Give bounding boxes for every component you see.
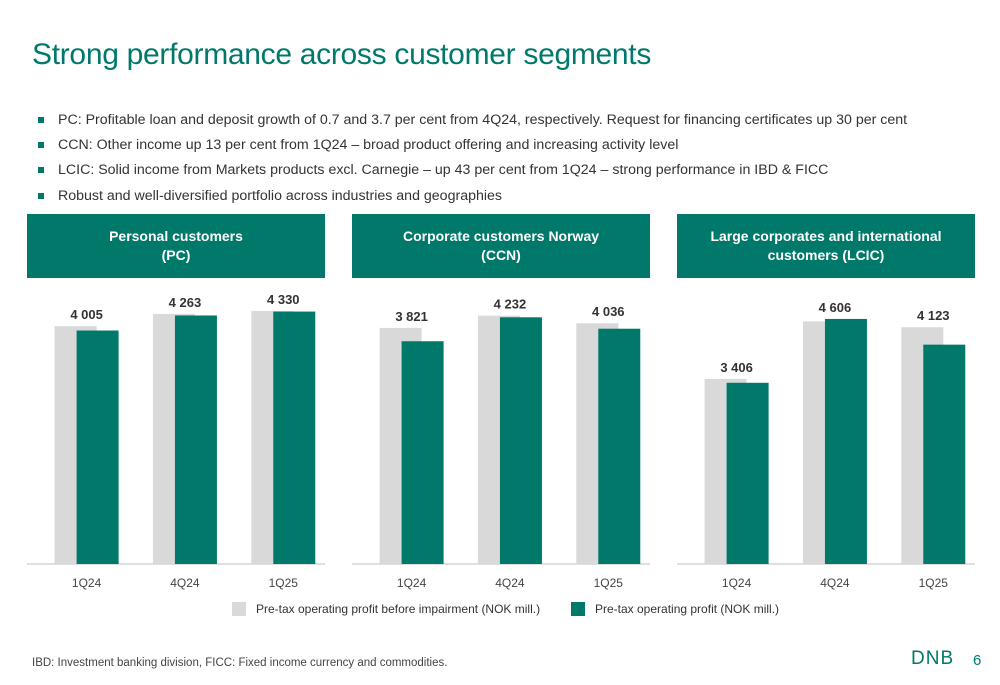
- page-title: Strong performance across customer segme…: [32, 38, 652, 71]
- x-tick-label: 4Q24: [495, 576, 525, 590]
- bar-after-impairment: [401, 341, 444, 564]
- panel-title-line: Corporate customers Norway: [402, 228, 600, 244]
- panel-title-line: (CCN): [481, 247, 521, 263]
- bar-after-impairment: [273, 311, 316, 564]
- bullet-item: Robust and well-diversified portfolio ac…: [36, 184, 907, 209]
- legend-swatch: [232, 602, 246, 616]
- bar-after-impairment: [598, 328, 641, 564]
- bar-value-label: 4 330: [267, 292, 300, 307]
- legend-item-after-impairment: Pre-tax operating profit (NOK mill.): [571, 602, 779, 616]
- x-tick-label: 1Q24: [397, 576, 427, 590]
- legend-item-before-impairment: Pre-tax operating profit before impairme…: [232, 602, 540, 616]
- bar-after-impairment: [499, 317, 542, 564]
- x-tick-label: 1Q25: [594, 576, 624, 590]
- legend-label: Pre-tax operating profit before impairme…: [256, 602, 541, 616]
- bar-after-impairment: [726, 382, 769, 564]
- x-tick-label: 1Q25: [269, 576, 299, 590]
- bar-value-label: 4 005: [70, 307, 103, 322]
- dnb-logo: DNB: [911, 648, 955, 669]
- panel-header-pc: Personal customers (PC): [27, 214, 325, 278]
- x-tick-label: 4Q24: [820, 576, 850, 590]
- x-tick-label: 1Q24: [72, 576, 102, 590]
- bar-value-label: 4 036: [592, 304, 625, 319]
- bar-after-impairment: [824, 318, 867, 564]
- legend-swatch: [571, 602, 585, 616]
- footnote: IBD: Investment banking division, FICC: …: [32, 657, 448, 669]
- panel-title-line: (PC): [161, 247, 191, 263]
- bar-value-label: 4 123: [917, 308, 950, 323]
- bar-value-label: 4 263: [169, 295, 202, 310]
- panel-header-lcic: Large corporates and international custo…: [677, 214, 975, 278]
- panel-title-line: Large corporates and international: [710, 228, 942, 244]
- x-tick-label: 4Q24: [170, 576, 200, 590]
- bar-after-impairment: [923, 344, 966, 564]
- panel-title-line: Personal customers: [109, 228, 243, 244]
- bullet-list: PC: Profitable loan and deposit growth o…: [36, 108, 907, 209]
- x-tick-label: 1Q24: [722, 576, 752, 590]
- page-number: 6: [973, 652, 982, 669]
- bar-value-label: 4 606: [819, 300, 852, 315]
- bar-value-label: 4 232: [494, 297, 527, 312]
- legend-label: Pre-tax operating profit (NOK mill.): [595, 602, 780, 616]
- bar-value-label: 3 821: [395, 309, 428, 324]
- bar-after-impairment: [76, 330, 119, 564]
- bullet-item: CCN: Other income up 13 per cent from 1Q…: [36, 133, 907, 158]
- panel-header-ccn: Corporate customers Norway (CCN): [352, 214, 650, 278]
- bar-value-label: 3 406: [720, 360, 753, 375]
- bullet-item: PC: Profitable loan and deposit growth o…: [36, 108, 907, 133]
- bar-after-impairment: [174, 315, 217, 564]
- bullet-item: LCIC: Solid income from Markets products…: [36, 158, 907, 183]
- panel-title-line: customers (LCIC): [767, 247, 885, 263]
- x-tick-label: 1Q25: [919, 576, 949, 590]
